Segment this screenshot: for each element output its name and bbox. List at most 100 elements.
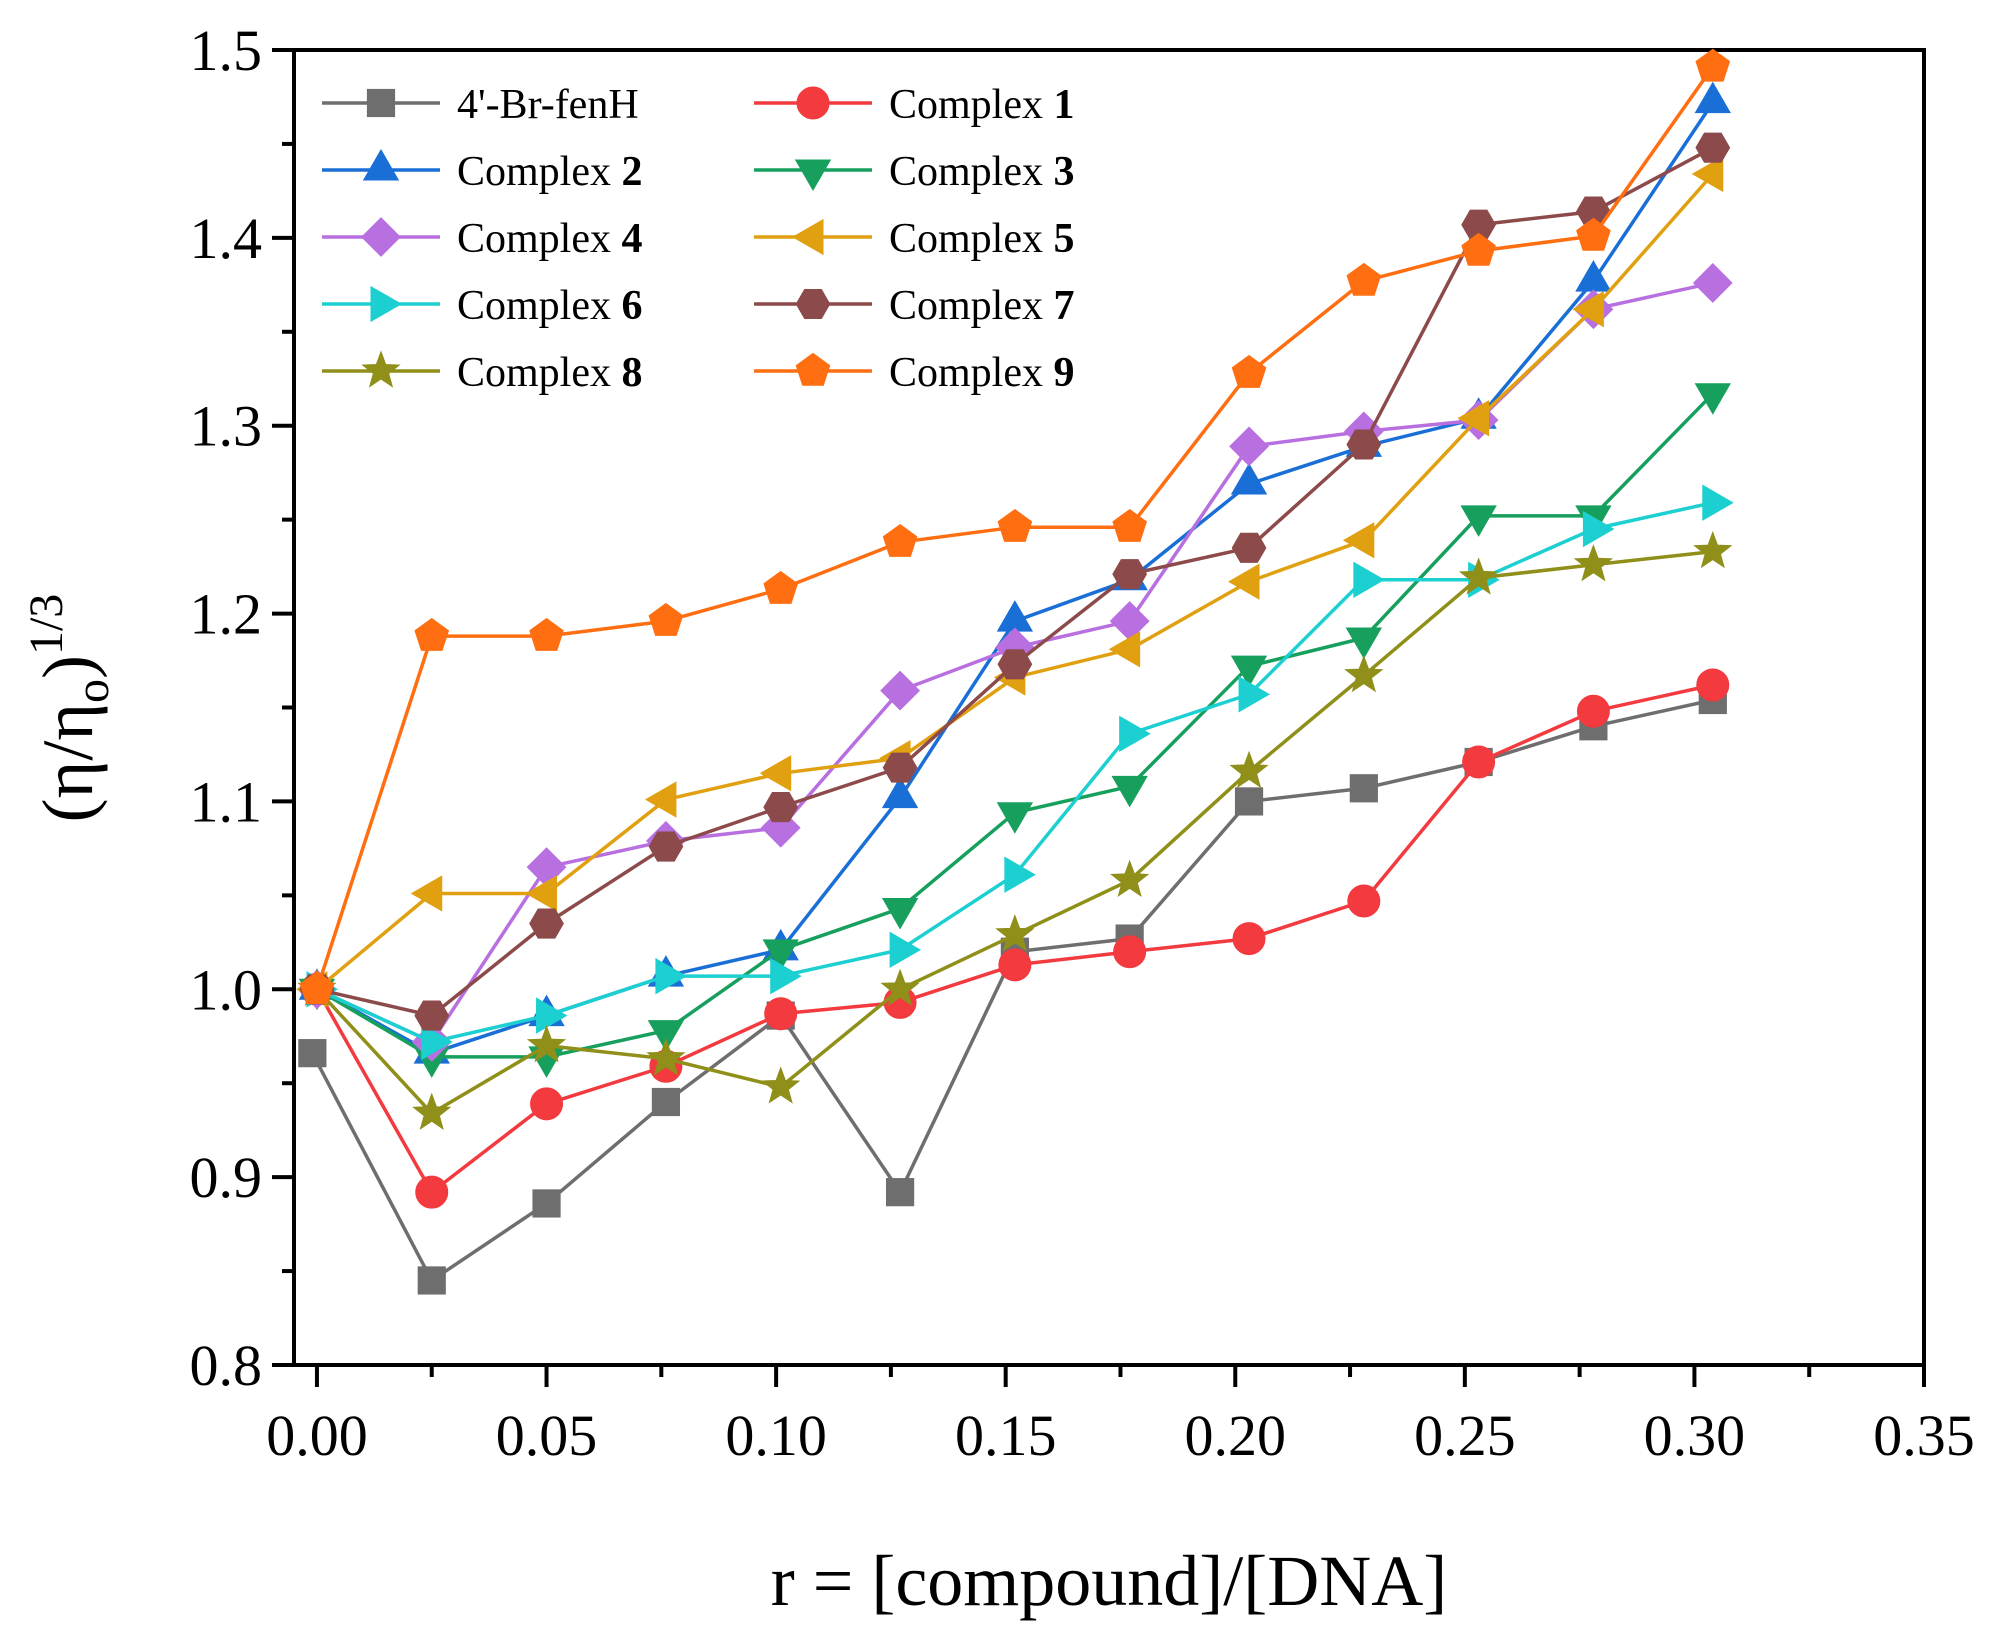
legend-item: Complex 2 [322, 148, 643, 195]
y-axis-title-sub: o [66, 679, 119, 703]
y-axis-title: (η/ηo)1/3 [20, 594, 119, 823]
x-axis-title: r = [compound]/[DNA] [771, 1541, 1447, 1621]
data-point [1696, 668, 1730, 702]
series-9 [299, 48, 1731, 1005]
legend-label: Complex 3 [889, 149, 1075, 195]
legend-marker [791, 218, 824, 256]
data-point [880, 968, 920, 1006]
series-layer [295, 48, 1734, 1295]
data-point [525, 875, 558, 912]
data-point [881, 898, 919, 930]
data-point [651, 1087, 681, 1117]
data-point [1462, 745, 1496, 779]
legend-marker [794, 159, 832, 192]
data-point [1345, 627, 1383, 659]
legend-label: Complex 4 [457, 216, 643, 262]
data-point [1460, 505, 1497, 537]
data-point [648, 602, 684, 636]
data-point [1238, 676, 1271, 713]
data-point [526, 847, 567, 888]
data-point [1111, 775, 1148, 808]
series-line [310, 698, 1714, 1283]
data-point [1582, 510, 1615, 548]
y-axis-title-sup: 1/3 [20, 594, 73, 655]
data-point [1230, 462, 1268, 495]
y-tick-label: 1.2 [190, 582, 263, 647]
data-point [1108, 631, 1141, 668]
legend-item: Complex 6 [322, 283, 643, 329]
legend-item: 4'-Br-fenH [322, 82, 639, 128]
data-point [997, 649, 1033, 680]
series-0 [298, 685, 1727, 1295]
x-tick-label: 0.00 [266, 1403, 368, 1468]
data-point [299, 971, 335, 1005]
legend-label: Complex 9 [889, 350, 1075, 396]
data-point [1110, 859, 1150, 898]
data-point [1692, 263, 1733, 303]
data-point [1112, 559, 1148, 590]
data-point [1353, 561, 1385, 598]
data-point [995, 914, 1035, 952]
data-point [648, 831, 684, 862]
data-point [647, 1020, 685, 1052]
data-point [1349, 774, 1378, 803]
data-point [421, 1023, 453, 1061]
data-point [881, 776, 919, 809]
legend-label: Complex 5 [889, 216, 1075, 262]
data-point [417, 1266, 446, 1295]
data-point [414, 1000, 450, 1031]
x-tick-label: 0.35 [1873, 1403, 1975, 1468]
legend: 4'-Br-fenH Complex 1 Complex 2 Complex 3 Com… [322, 82, 1075, 396]
legend-item: Complex 7 [754, 283, 1075, 329]
data-point [529, 617, 564, 651]
data-point [526, 1024, 567, 1063]
legend-marker [796, 86, 830, 120]
legend-item: Complex 3 [754, 149, 1075, 195]
data-point [1693, 530, 1733, 569]
data-point [1109, 601, 1150, 641]
legend-label: Complex 7 [889, 283, 1075, 329]
x-tick-label: 0.20 [1185, 1403, 1287, 1468]
svg-text:(η/ηo)1/3: (η/ηo)1/3 [20, 594, 119, 823]
data-point [1573, 544, 1614, 582]
data-point [646, 1038, 686, 1076]
data-point [1694, 81, 1731, 114]
data-point [764, 997, 798, 1031]
data-point [1695, 132, 1731, 163]
data-point [1691, 155, 1724, 193]
data-point [412, 1092, 452, 1130]
data-point [880, 670, 920, 711]
data-point [759, 755, 792, 792]
legend-marker [361, 350, 401, 388]
y-axis-title-main: (η/η [28, 703, 108, 822]
data-point [1342, 522, 1375, 559]
data-point [761, 1066, 801, 1104]
data-point [1694, 383, 1731, 415]
y-axis-title-close: ) [28, 655, 108, 679]
data-point [763, 570, 799, 604]
legend-marker [361, 217, 401, 257]
data-point [1576, 217, 1611, 251]
legend-label: Complex 6 [457, 283, 643, 329]
y-tick-label: 0.9 [190, 1145, 263, 1210]
data-point [1112, 508, 1147, 542]
x-tick-label: 0.15 [955, 1403, 1057, 1468]
legend-marker [795, 352, 831, 386]
data-point [655, 957, 687, 995]
data-point [882, 752, 918, 783]
y-tick-label: 1.5 [190, 18, 263, 83]
data-point [1576, 694, 1610, 728]
data-point [1346, 429, 1382, 460]
data-point [998, 948, 1032, 982]
data-point [1702, 484, 1734, 521]
data-point [1228, 563, 1260, 600]
y-tick-label: 0.8 [190, 1333, 263, 1398]
legend-item: Complex 8 [322, 350, 643, 396]
data-point [1461, 232, 1496, 266]
data-point [762, 939, 799, 971]
legend-item: Complex 5 [754, 216, 1075, 262]
data-point [415, 1175, 449, 1209]
data-point [1234, 787, 1264, 816]
data-point [996, 802, 1034, 834]
